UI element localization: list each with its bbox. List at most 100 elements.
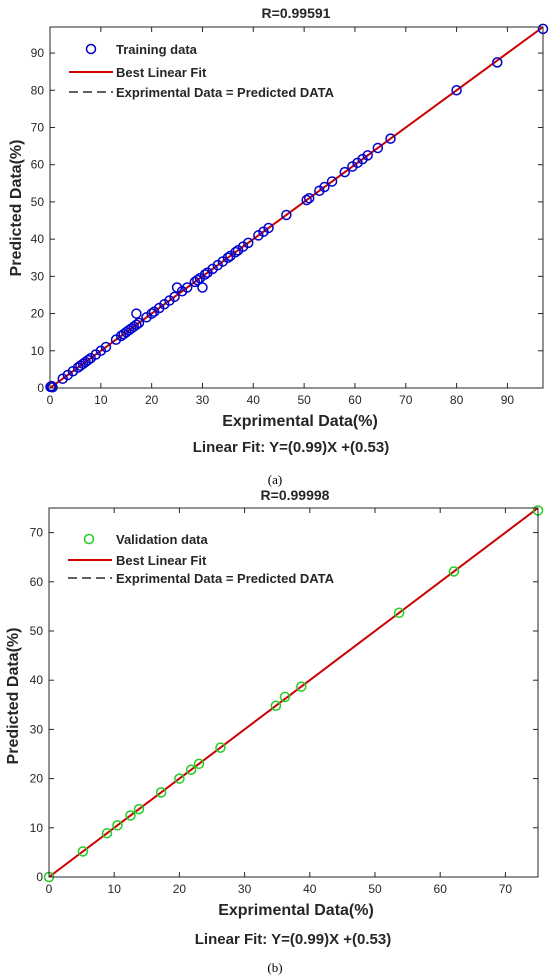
x-tick-label: 20 <box>173 882 187 896</box>
y-tick-label: 60 <box>31 158 45 172</box>
x-axis-label: Exprimental Data(%) <box>222 413 378 430</box>
data-point <box>230 246 241 258</box>
data-point <box>185 764 197 775</box>
data-point <box>131 319 142 330</box>
x-axis-ticks: 0 10 20 30 40 50 60 70 <box>46 508 513 896</box>
x-tick-label: 70 <box>499 882 513 896</box>
legend-entry-reference: Exprimental Data = Predicted DATA <box>116 571 335 586</box>
data-point <box>174 773 185 784</box>
x-tick-label: 50 <box>297 393 311 407</box>
y-axis-ticks: 0 10 20 30 40 50 60 70 80 90 <box>31 46 543 395</box>
data-point <box>77 846 89 857</box>
legend-marker-icon <box>83 533 95 545</box>
data-point <box>242 237 254 249</box>
chart-title: R=0.99998 <box>261 487 330 503</box>
y-tick-label: 0 <box>36 870 43 884</box>
y-tick-label: 70 <box>30 526 44 540</box>
data-point <box>362 150 373 161</box>
y-tick-label: 50 <box>31 195 45 209</box>
data-point <box>133 317 145 329</box>
x-tick-label: 10 <box>94 393 108 407</box>
x-tick-label: 30 <box>238 882 252 896</box>
fit-line-group <box>49 26 544 389</box>
best-fit-line <box>48 507 539 878</box>
data-point <box>181 282 193 293</box>
data-point <box>82 354 94 366</box>
data-point <box>47 382 58 393</box>
y-tick-label: 70 <box>31 120 45 134</box>
data-point <box>193 758 205 770</box>
data-point <box>100 341 112 353</box>
y-tick-label: 60 <box>30 575 44 589</box>
y-tick-label: 50 <box>30 624 44 638</box>
data-point <box>46 380 57 392</box>
x-tick-label: 70 <box>399 393 413 407</box>
data-point <box>296 681 307 692</box>
data-point <box>215 742 226 753</box>
y-tick-label: 0 <box>37 381 44 395</box>
y-axis-label: Predicted Data(%) <box>5 628 22 765</box>
data-point <box>319 181 330 193</box>
legend-entry-fit: Best Linear Fit <box>116 553 207 568</box>
y-tick-label: 10 <box>31 344 45 358</box>
data-point <box>197 282 208 293</box>
data-point <box>101 827 113 839</box>
y-axis-label: Predicted Data(%) <box>8 140 25 277</box>
plot-area <box>48 507 539 878</box>
chart-panel-b: R=0.99998 0 10 20 30 40 50 60 70 0 10 20 30 40 50 60 7… <box>5 487 544 975</box>
y-tick-label: 90 <box>31 46 45 60</box>
data-point <box>131 308 142 319</box>
data-point <box>169 291 180 303</box>
data-point <box>385 133 396 144</box>
data-point <box>448 566 460 577</box>
data-point <box>326 176 338 187</box>
x-tick-label: 30 <box>196 393 210 407</box>
x-tick-label: 0 <box>46 882 53 896</box>
data-point <box>303 192 315 204</box>
data-point <box>263 222 274 234</box>
data-point <box>155 787 167 798</box>
x-tick-label: 10 <box>108 882 122 896</box>
x-tick-label: 40 <box>247 393 261 407</box>
x-tick-label: 0 <box>47 393 54 407</box>
data-point <box>192 274 203 286</box>
plot-area <box>49 26 544 389</box>
data-point <box>199 269 211 280</box>
data-point <box>279 691 291 703</box>
panel-label: (b) <box>267 960 282 975</box>
data-point <box>372 142 384 154</box>
y-tick-label: 20 <box>31 307 45 321</box>
fit-equation-label: Linear Fit: Y=(0.99)X +(0.53) <box>193 439 389 456</box>
data-point <box>492 57 503 68</box>
x-tick-label: 80 <box>450 393 464 407</box>
fit-line-group <box>48 507 539 878</box>
legend-entry-data: Training data <box>116 42 198 57</box>
chart-panel-a: R=0.99591 0 10 20 30 40 50 60 70 80 90 0 10 20 30 40 5… <box>8 5 549 487</box>
x-axis-ticks: 0 10 20 30 40 50 60 70 80 90 <box>47 27 515 407</box>
data-point <box>112 820 123 831</box>
data-point <box>451 85 462 96</box>
x-tick-label: 40 <box>303 882 317 896</box>
data-point <box>133 803 145 815</box>
data-points <box>45 23 549 393</box>
data-point <box>146 308 157 319</box>
x-tick-label: 90 <box>501 393 515 407</box>
legend-entry-data: Validation data <box>116 532 209 547</box>
legend: Validation data Best Linear Fit Exprimen… <box>68 532 335 586</box>
y-tick-label: 80 <box>31 83 45 97</box>
x-tick-label: 20 <box>145 393 159 407</box>
y-tick-label: 30 <box>30 722 44 736</box>
x-axis-label: Exprimental Data(%) <box>218 902 374 919</box>
legend-marker-icon <box>85 43 97 55</box>
x-tick-label: 60 <box>434 882 448 896</box>
chart-title: R=0.99591 <box>262 5 331 21</box>
y-tick-label: 30 <box>31 269 45 283</box>
panel-label: (a) <box>268 472 282 487</box>
legend-entry-fit: Best Linear Fit <box>116 65 207 80</box>
legend: Training data Best Linear Fit Exprimenta… <box>69 42 335 100</box>
x-tick-label: 50 <box>368 882 382 896</box>
x-tick-label: 60 <box>348 393 362 407</box>
y-tick-label: 20 <box>30 772 44 786</box>
data-point <box>301 194 312 206</box>
